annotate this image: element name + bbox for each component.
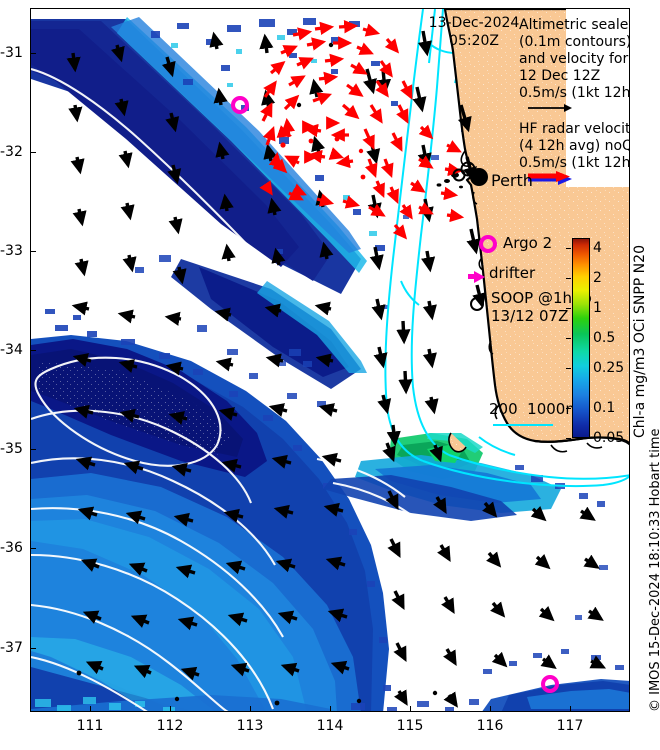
y-tick-mark bbox=[30, 52, 36, 54]
y-tick-label: -31 bbox=[0, 44, 23, 61]
city-marker bbox=[470, 168, 488, 186]
x-tick-mark bbox=[250, 706, 251, 712]
y-tick-label: -33 bbox=[0, 242, 23, 259]
map-plot-area[interactable]: 13-Dec-2024 05:20Z Altimetric sealevel (… bbox=[30, 8, 630, 712]
x-tick-label: 117 bbox=[556, 718, 584, 734]
x-tick-label: 113 bbox=[236, 718, 264, 734]
colorbar-tick-label: 4 bbox=[593, 239, 602, 256]
altimetry-legend-line-4: 12 Dec 12Z bbox=[519, 68, 601, 84]
y-tick-label: -34 bbox=[0, 342, 23, 359]
x-tick-mark bbox=[170, 706, 171, 712]
hfradar-legend-line-3: 0.5m/s (1kt 12h) bbox=[519, 155, 629, 171]
colorbar-tick-mark bbox=[566, 338, 571, 339]
title-date: 13-Dec-2024 bbox=[428, 15, 520, 31]
drifter-marker bbox=[468, 271, 485, 283]
x-tick-label: 114 bbox=[316, 718, 344, 734]
x-tick-mark bbox=[90, 706, 91, 712]
colorbar-tick-label: 0.05 bbox=[593, 430, 625, 446]
y-tick-mark bbox=[30, 449, 36, 451]
x-tick-label: 116 bbox=[476, 718, 504, 734]
y-tick-mark bbox=[30, 151, 36, 153]
colorbar-tick-mark bbox=[566, 277, 571, 279]
colorbar-tick-label: 0.1 bbox=[593, 399, 616, 416]
perth-label: Perth bbox=[491, 171, 533, 190]
colorbar-tick-mark bbox=[566, 307, 571, 309]
soop-marker bbox=[460, 161, 476, 177]
colorbar-label: Chl-a mg/m3 OCi SNPP N20 bbox=[632, 245, 648, 438]
title-time: 05:20Z bbox=[449, 33, 499, 49]
hfradar-legend-line-2: (4 12h avg) noQC bbox=[519, 138, 629, 154]
x-tick-mark bbox=[570, 706, 571, 712]
x-tick-label: 111 bbox=[76, 718, 104, 734]
colorbar-tick-mark bbox=[566, 247, 571, 249]
hfradar-legend-line-1: HF radar velocity bbox=[519, 121, 629, 137]
altimetry-legend-line-5: 0.5m/s (1kt 12h) bbox=[519, 85, 629, 101]
y-tick-mark bbox=[30, 250, 36, 252]
altimetry-legend-line-1: Altimetric sealevel bbox=[519, 17, 629, 33]
colorbar-tick-label: 0.25 bbox=[593, 360, 625, 377]
scalebar-line bbox=[493, 424, 553, 426]
colorbar-tick-label: 0.5 bbox=[593, 330, 616, 346]
x-tick-mark bbox=[330, 706, 331, 712]
colorbar-tick-label: 2 bbox=[593, 269, 602, 286]
hfradar-scale-arrow-icon bbox=[528, 171, 572, 185]
y-tick-mark bbox=[30, 647, 36, 649]
x-tick-mark bbox=[410, 706, 411, 712]
legend-backdrop bbox=[566, 9, 629, 187]
x-tick-label: 112 bbox=[156, 718, 184, 734]
y-tick-label: -32 bbox=[0, 143, 23, 160]
y-tick-mark bbox=[30, 548, 36, 550]
colorbar-tick-label: 1 bbox=[593, 299, 602, 316]
soop-legend-label-2: 13/12 07Z bbox=[491, 307, 569, 325]
altimetry-legend-line-2: (0.1m contours) bbox=[519, 34, 629, 50]
y-tick-label: -35 bbox=[0, 441, 23, 458]
soop-marker bbox=[470, 297, 484, 311]
colorbar-tick-mark bbox=[566, 438, 571, 439]
colorbar-tick-mark bbox=[566, 368, 571, 370]
scalebar-label: 200 1000m bbox=[489, 400, 580, 418]
argo-marker bbox=[541, 675, 559, 693]
colorbar bbox=[572, 238, 590, 438]
map-canvas: 13-Dec-2024 05:20Z Altimetric sealevel (… bbox=[31, 9, 629, 711]
colorbar-tick-mark bbox=[566, 407, 571, 409]
credit-text: © IMOS 15-Dec-2024 18:10:33 Hobart time bbox=[648, 428, 660, 712]
altimetry-scale-arrow-icon bbox=[528, 104, 572, 112]
argo-legend-label: Argo 2 bbox=[503, 234, 553, 252]
argo-marker bbox=[479, 235, 497, 253]
x-tick-label: 115 bbox=[396, 718, 424, 734]
y-tick-mark bbox=[30, 350, 36, 352]
x-tick-mark bbox=[490, 706, 491, 712]
soop-marker bbox=[452, 168, 466, 182]
y-tick-label: -36 bbox=[0, 540, 23, 557]
altimetry-legend-line-3: and velocity for bbox=[519, 51, 629, 67]
y-tick-label: -37 bbox=[0, 639, 23, 656]
argo-marker bbox=[231, 96, 249, 114]
drifter-legend-label: drifter bbox=[489, 264, 536, 282]
